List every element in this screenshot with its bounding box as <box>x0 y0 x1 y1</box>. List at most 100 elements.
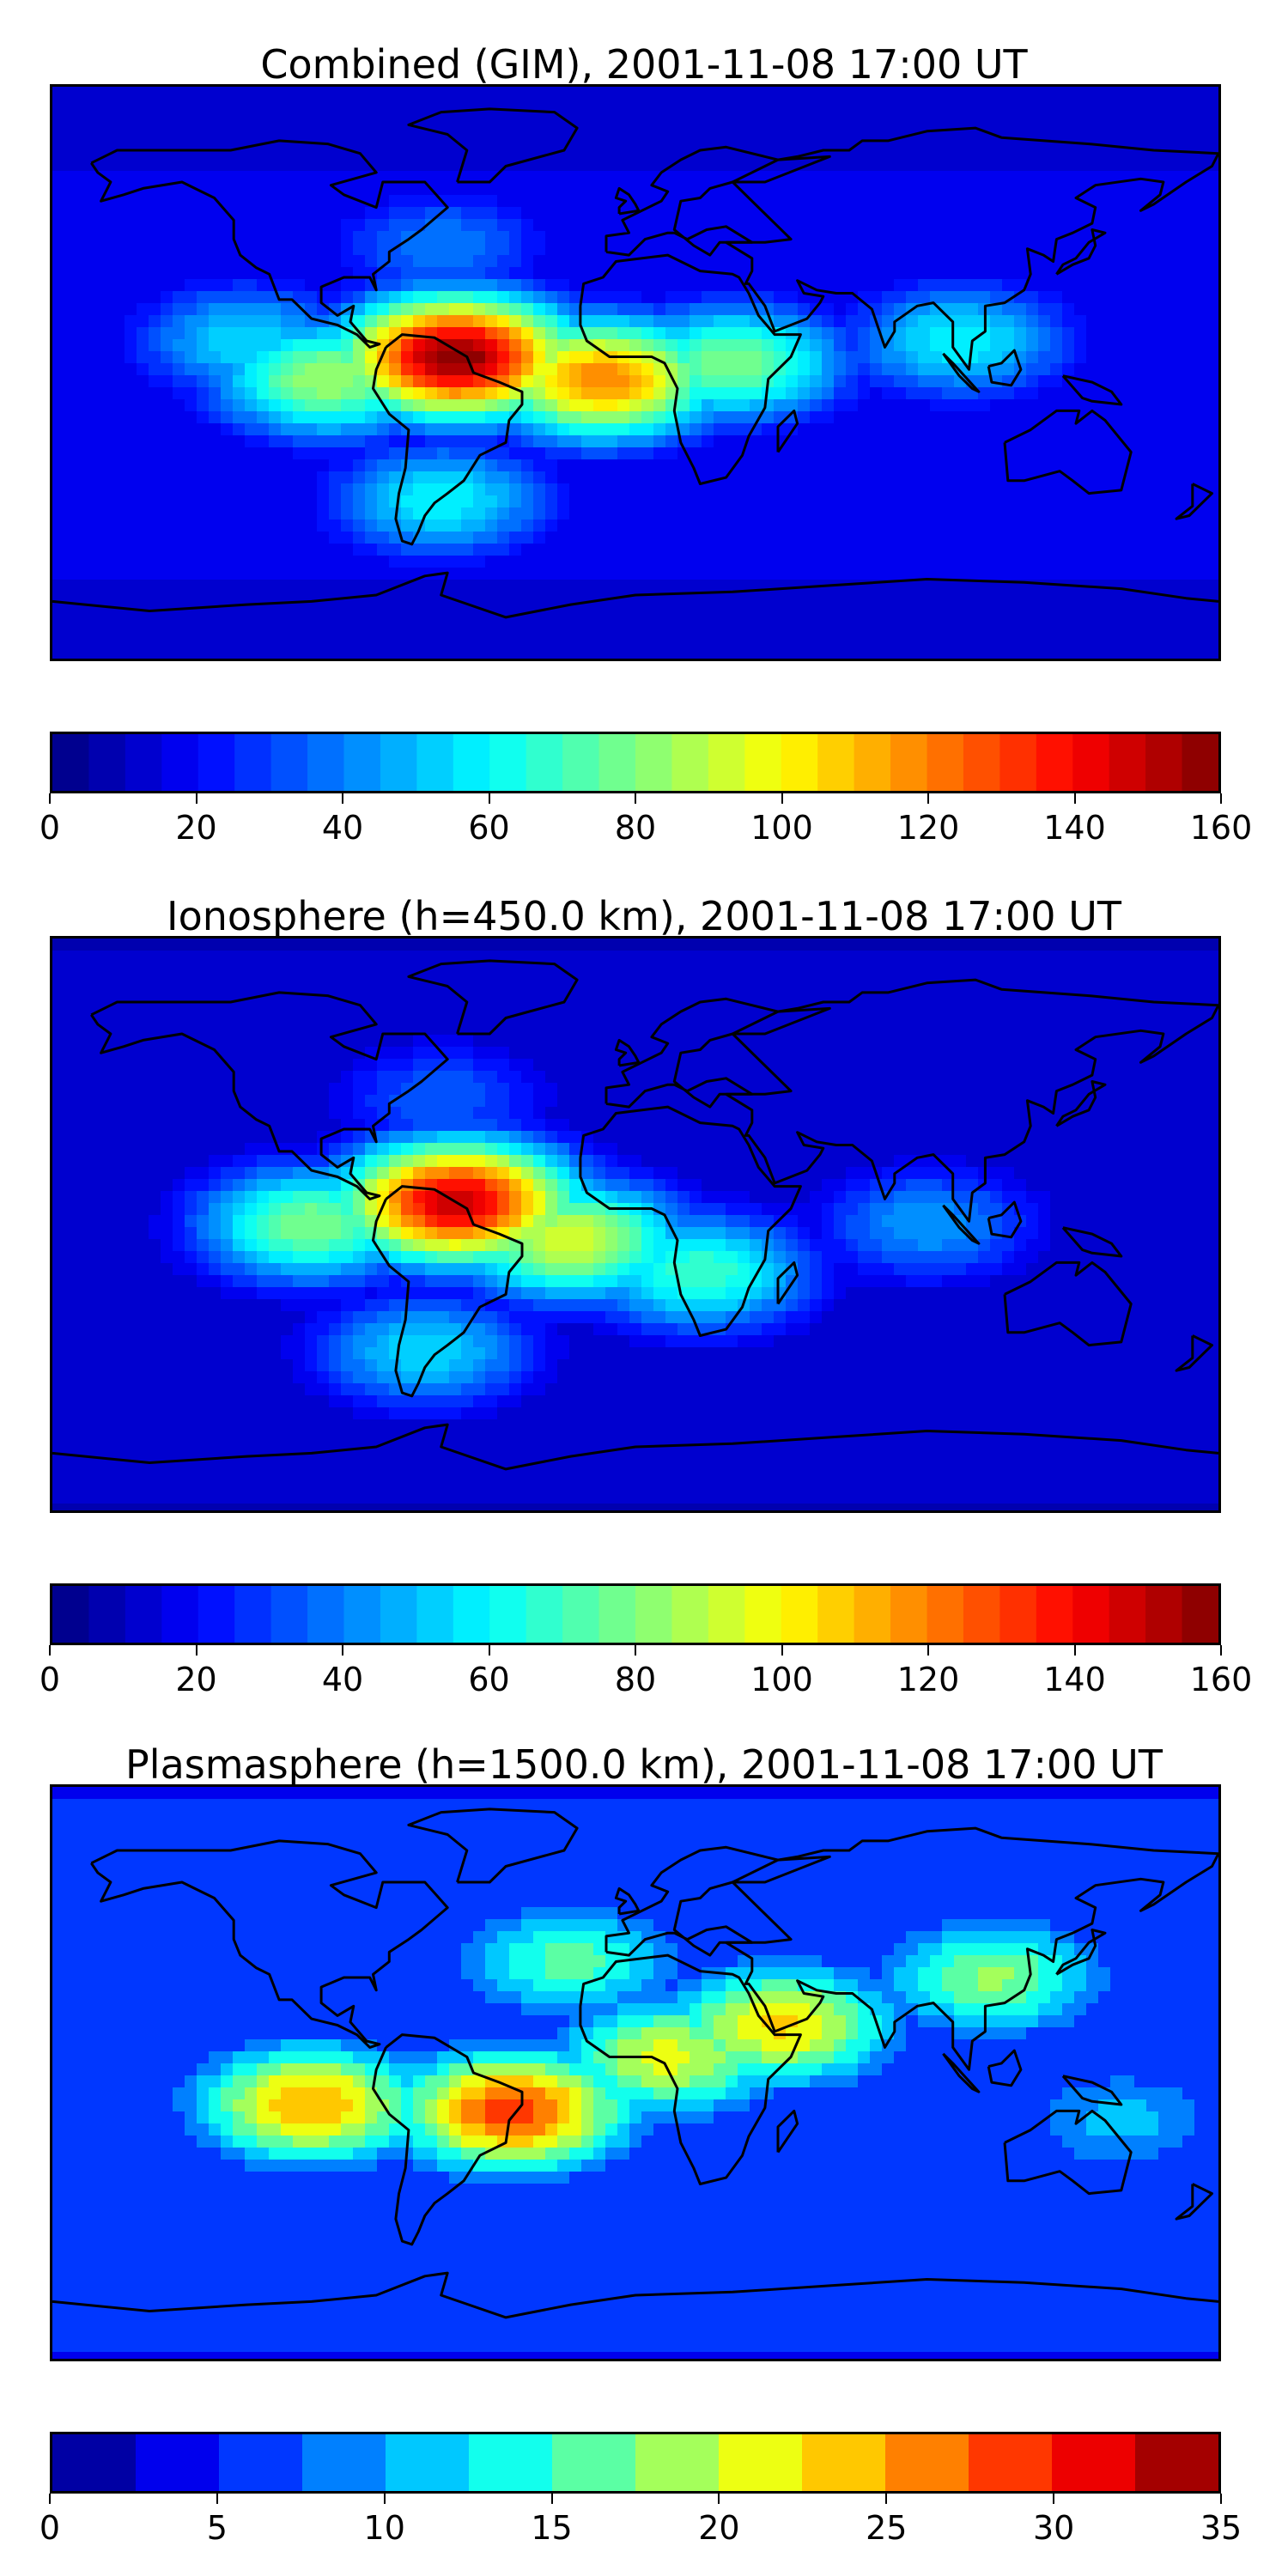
field-cell <box>738 628 750 641</box>
field-cell <box>665 99 678 112</box>
field-cell <box>882 411 895 424</box>
field-cell <box>822 207 835 220</box>
field-cell <box>1122 939 1135 951</box>
field-cell <box>786 183 799 196</box>
field-cell <box>137 495 149 508</box>
field-cell <box>798 544 811 556</box>
field-cell <box>1170 447 1183 460</box>
field-cell <box>1026 652 1039 659</box>
field-cell <box>100 207 113 220</box>
field-cell <box>834 207 847 220</box>
field-cell <box>173 544 185 556</box>
field-cell <box>834 243 847 256</box>
field-cell <box>629 951 642 963</box>
field-cell <box>401 147 414 160</box>
field-cell <box>461 267 474 280</box>
colorbar-band <box>270 734 308 791</box>
field-cell <box>774 616 787 629</box>
field-cell <box>1014 183 1027 196</box>
field-cell <box>629 604 642 617</box>
field-cell <box>52 219 65 232</box>
field-cell <box>738 159 750 172</box>
field-cell <box>1062 171 1075 184</box>
field-cell <box>281 471 294 484</box>
field-cell <box>185 580 197 592</box>
field-cell <box>617 99 630 112</box>
field-cell <box>629 652 642 659</box>
field-cell <box>954 411 967 424</box>
field-cell <box>593 640 606 653</box>
field-cell <box>1194 111 1207 124</box>
field-cell <box>1182 951 1195 963</box>
field-cell <box>1122 652 1135 659</box>
field-cell <box>846 387 859 400</box>
field-cell <box>918 375 931 388</box>
field-cell <box>882 544 895 556</box>
field-cell <box>161 351 173 364</box>
field-cell <box>185 243 197 256</box>
field-cell <box>641 963 654 975</box>
field-cell <box>581 387 594 400</box>
field-cell <box>882 483 895 496</box>
field-cell <box>605 507 618 520</box>
field-cell <box>112 963 125 975</box>
field-cell <box>1062 327 1075 340</box>
field-cell <box>605 495 618 508</box>
field-cell <box>449 568 462 580</box>
field-cell <box>281 604 294 617</box>
field-cell <box>1002 616 1015 629</box>
field-cell <box>750 339 762 352</box>
field-cell <box>1014 399 1027 412</box>
field-cell <box>173 135 185 148</box>
field-cell <box>653 375 666 388</box>
field-cell <box>1170 532 1183 544</box>
field-cell <box>137 963 149 975</box>
field-cell <box>413 195 426 208</box>
colorbar-band <box>234 734 272 791</box>
field-cell <box>269 447 282 460</box>
field-cell <box>401 604 414 617</box>
field-cell <box>173 507 185 520</box>
field-cell <box>173 568 185 580</box>
field-cell <box>221 519 234 532</box>
field-cell <box>738 87 750 100</box>
field-cell <box>798 580 811 592</box>
field-cell <box>305 99 318 112</box>
field-cell <box>617 447 630 460</box>
field-cell <box>76 339 89 352</box>
field-cell <box>822 183 835 196</box>
field-cell <box>473 544 486 556</box>
field-cell <box>557 99 570 112</box>
field-cell <box>437 544 450 556</box>
field-cell <box>197 652 210 659</box>
field-cell <box>281 544 294 556</box>
field-cell <box>485 291 498 304</box>
field-cell <box>209 183 222 196</box>
field-cell <box>545 231 558 244</box>
field-cell <box>233 171 246 184</box>
colorbar-band <box>526 734 563 791</box>
field-cell <box>1170 604 1183 617</box>
field-cell <box>88 532 101 544</box>
field-cell <box>605 375 618 388</box>
field-cell <box>942 243 955 256</box>
field-cell <box>269 171 282 184</box>
field-cell <box>581 147 594 160</box>
field-cell <box>245 411 258 424</box>
field-cell <box>569 604 582 617</box>
field-cell <box>677 159 690 172</box>
field-cell <box>245 207 258 220</box>
field-cell <box>112 279 125 292</box>
field-cell <box>990 628 1003 641</box>
field-cell <box>209 99 222 112</box>
field-cell <box>858 231 871 244</box>
field-cell <box>257 243 270 256</box>
field-cell <box>978 171 991 184</box>
field-cell <box>64 387 77 400</box>
field-cell <box>1146 219 1159 232</box>
field-cell <box>1050 171 1063 184</box>
field-cell <box>1170 580 1183 592</box>
field-cell <box>593 387 606 400</box>
field-cell <box>461 495 474 508</box>
field-cell <box>281 568 294 580</box>
